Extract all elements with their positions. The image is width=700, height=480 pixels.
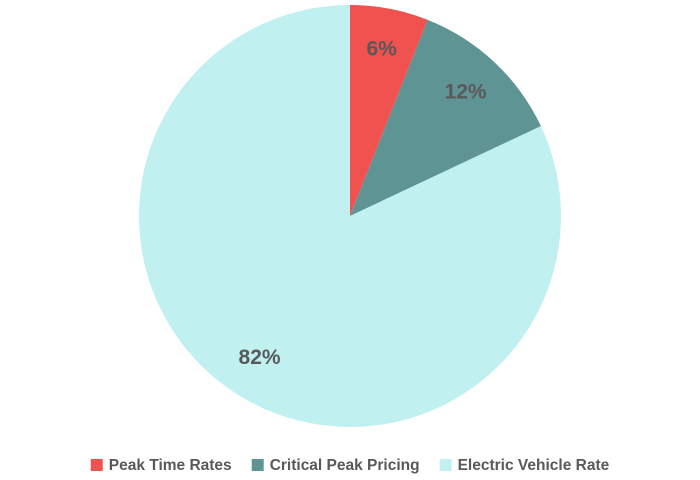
legend-swatch — [439, 459, 452, 471]
data-label: 12% — [445, 80, 487, 103]
pie-slice — [350, 5, 428, 216]
legend-label: Peak Time Rates — [109, 457, 232, 474]
data-label: 6% — [366, 38, 397, 61]
pie-slice — [350, 19, 541, 216]
legend-swatch — [251, 459, 264, 471]
legend-label: Electric Vehicle Rate — [458, 457, 610, 474]
legend-swatch — [90, 459, 103, 471]
legend-label: Critical Peak Pricing — [270, 457, 420, 474]
data-label: 82% — [239, 346, 281, 369]
pie-slice — [139, 5, 562, 427]
